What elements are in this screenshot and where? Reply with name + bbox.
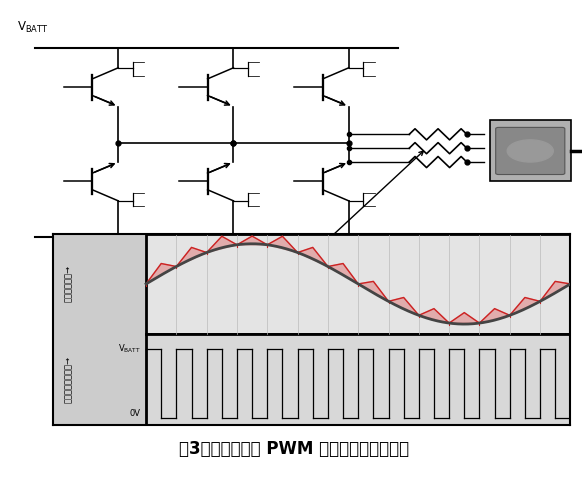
Bar	[146, 234, 570, 334]
Polygon shape	[298, 248, 328, 267]
Text: 每相的预期波形: 每相的预期波形	[282, 151, 423, 267]
Text: 输出电压信号→: 输出电压信号→	[64, 265, 73, 303]
Text: 图3：使用增强型 PWM 抑制的预期电压波形: 图3：使用增强型 PWM 抑制的预期电压波形	[179, 440, 409, 458]
Polygon shape	[237, 236, 268, 245]
Polygon shape	[268, 236, 298, 252]
Polygon shape	[389, 297, 419, 315]
Polygon shape	[146, 263, 176, 284]
Polygon shape	[206, 236, 237, 252]
Text: 0V: 0V	[130, 410, 141, 418]
Polygon shape	[358, 282, 389, 301]
Polygon shape	[176, 248, 206, 267]
Text: V$_{\mathsf{BATT}}$: V$_{\mathsf{BATT}}$	[118, 343, 141, 355]
Polygon shape	[479, 309, 510, 323]
Polygon shape	[510, 297, 540, 315]
Text: 输入共模电压信号→: 输入共模电压信号→	[64, 356, 73, 403]
Text: V$_{\mathsf{BATT}}$: V$_{\mathsf{BATT}}$	[18, 20, 49, 34]
FancyBboxPatch shape	[490, 120, 570, 182]
Polygon shape	[449, 313, 479, 323]
Polygon shape	[328, 263, 358, 284]
Circle shape	[507, 140, 553, 162]
Bar	[146, 334, 570, 425]
FancyBboxPatch shape	[496, 127, 565, 174]
Polygon shape	[419, 309, 449, 323]
Polygon shape	[540, 282, 570, 301]
